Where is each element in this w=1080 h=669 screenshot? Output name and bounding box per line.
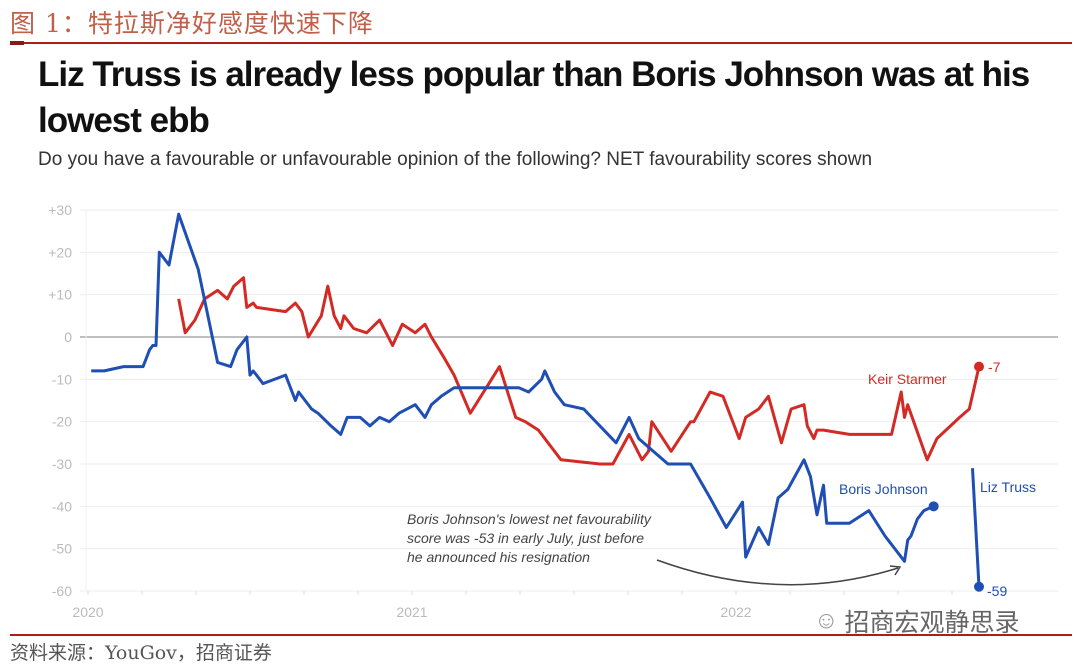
y-tick-label: -50 (52, 541, 72, 557)
y-tick-label: -20 (52, 414, 72, 430)
end-marker-keir-starmer (974, 361, 984, 372)
annotation-arrowhead (889, 565, 902, 576)
top-divider (10, 42, 1072, 44)
y-tick-label: -30 (52, 456, 72, 472)
legend-label-boris-johnson: Boris Johnson (839, 481, 928, 497)
y-tick-label: +30 (48, 202, 72, 218)
x-axis: 2020 2021 2022 (72, 590, 953, 620)
chart-subtitle: Do you have a favourable or unfavourable… (38, 149, 873, 170)
x-tick-label: 2021 (396, 604, 427, 620)
watermark-text: 招商宏观静思录 (844, 609, 1020, 637)
bottom-divider (10, 634, 1072, 636)
y-axis: +30 +20 +10 0 -10 -20 -30 -40 -50 -60 (48, 202, 72, 599)
series-line-keir-starmer (177, 276, 981, 466)
legend-label-keir-starmer: Keir Starmer (868, 371, 947, 387)
y-tick-label: -60 (52, 583, 72, 599)
x-tick-label: 2022 (720, 604, 751, 620)
annotation-line-1: Boris Johnson's lowest net favourability (407, 511, 652, 527)
y-tick-label: -10 (52, 371, 72, 387)
series-line-liz-truss (971, 468, 981, 587)
chart-title: Liz Truss is already less popular than B… (38, 55, 1030, 140)
annotation-line-2: score was -53 in early July, just before (407, 530, 644, 546)
annotation: Boris Johnson's lowest net favourability… (407, 511, 902, 586)
source-note: 资料来源：YouGov，招商证券 (10, 642, 272, 664)
end-marker-liz-truss (974, 581, 984, 592)
annotation-line-3: he announced his resignation (407, 549, 590, 565)
wechat-icon: ☺ (814, 607, 839, 634)
x-tick-label: 2020 (72, 604, 103, 620)
y-tick-label: +20 (48, 244, 72, 260)
y-tick-label: -40 (52, 498, 72, 514)
annotation-arrow (656, 559, 899, 586)
end-value-keir-starmer: -7 (988, 359, 1001, 375)
y-tick-label: 0 (64, 329, 72, 345)
series-labels: Keir Starmer -7 Boris Johnson Liz Truss … (839, 359, 1036, 599)
end-value-liz-truss: -59 (987, 583, 1007, 599)
end-marker-boris-johnson (928, 501, 939, 512)
series-line-boris-johnson (91, 212, 935, 563)
top-divider-accent (10, 41, 24, 45)
legend-label-liz-truss: Liz Truss (980, 479, 1036, 495)
watermark: ☺ 招商宏观静思录 (814, 603, 1020, 639)
y-tick-label: +10 (48, 287, 72, 303)
series-lines (91, 212, 984, 592)
figure-caption: 图 1：特拉斯净好感度快速下降 (10, 9, 374, 38)
